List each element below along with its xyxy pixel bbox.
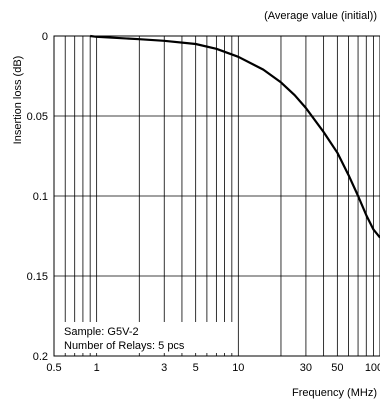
y-tick-label: 0.1 bbox=[33, 191, 48, 203]
x-tick-label: 10 bbox=[232, 362, 244, 374]
x-tick-label: 0.5 bbox=[46, 362, 61, 374]
y-tick-label: 0.2 bbox=[33, 351, 48, 363]
y-tick-label: 0.05 bbox=[27, 111, 48, 123]
relay-count-annotation: Number of Relays: 5 pcs bbox=[64, 340, 185, 352]
x-tick-label: 50 bbox=[331, 362, 343, 374]
sample-annotation: Sample: G5V-2 bbox=[64, 326, 139, 338]
y-tick-label: 0 bbox=[42, 31, 48, 43]
x-axis-label: Frequency (MHz) bbox=[292, 387, 377, 399]
x-tick-label: 5 bbox=[193, 362, 199, 374]
x-tick-label: 3 bbox=[161, 362, 167, 374]
insertion-loss-line bbox=[90, 34, 380, 239]
series-layer bbox=[90, 34, 380, 239]
x-tick-label: 30 bbox=[300, 362, 312, 374]
y-tick-label: 0.15 bbox=[27, 271, 48, 283]
grid-layer bbox=[53, 35, 380, 357]
tick-label-layer: 0.5 1 3 5 10 30 50 100 0 0.05 0.1 0.15 0.2 bbox=[27, 31, 380, 374]
x-tick-label: 1 bbox=[94, 362, 100, 374]
plot-frame bbox=[53, 35, 380, 357]
annotation-background bbox=[60, 322, 236, 353]
x-tick-label: 100 bbox=[365, 362, 380, 374]
chart-title: (Average value (initial)) bbox=[264, 10, 377, 22]
y-axis-label: Insertion loss (dB) bbox=[12, 56, 24, 145]
